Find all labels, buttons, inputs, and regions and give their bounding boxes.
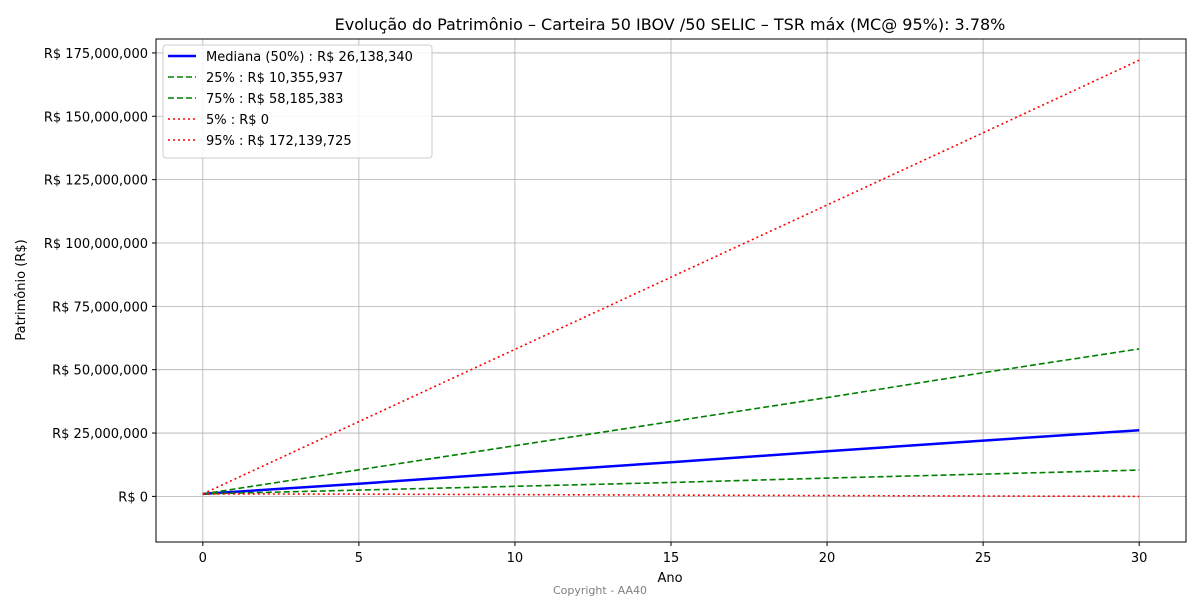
- y-tick-label: R$ 100,000,000: [44, 237, 148, 252]
- series-line-1: [202, 469, 1140, 495]
- series-line-0: [202, 428, 1140, 496]
- legend-label-2: 75% : R$ 58,185,383: [206, 92, 343, 107]
- y-tick-label: R$ 50,000,000: [52, 364, 148, 379]
- y-tick-label: R$ 125,000,000: [44, 174, 148, 189]
- x-tick-label: 25: [975, 551, 992, 566]
- legend-box: [162, 44, 433, 159]
- legend-label-3: 5% : R$ 0: [206, 113, 269, 128]
- x-tick-label: 5: [355, 551, 363, 566]
- x-tick-label: 20: [819, 551, 836, 566]
- x-tick-label: 15: [663, 551, 680, 566]
- y-tick-label: R$ 25,000,000: [52, 427, 148, 442]
- legend-label-4: 95% : R$ 172,139,725: [206, 134, 352, 149]
- y-tick-label: R$ 75,000,000: [52, 300, 148, 315]
- series-line-3: [202, 493, 1140, 498]
- x-tick-label: 30: [1131, 551, 1148, 566]
- y-axis-label: Patrimônio (R$): [14, 239, 29, 340]
- legend-label-0: Mediana (50%) : R$ 26,138,340: [206, 50, 413, 65]
- legend-label-1: 25% : R$ 10,355,937: [206, 71, 343, 86]
- copyright-footer: Copyright - AA40: [553, 584, 647, 597]
- chart-title: Evolução do Patrimônio – Carteira 50 IBO…: [335, 15, 1006, 34]
- y-tick-label: R$ 0: [118, 490, 148, 505]
- x-axis-label: Ano: [657, 571, 682, 586]
- y-tick-label: R$ 150,000,000: [44, 110, 148, 125]
- legend: Mediana (50%) : R$ 26,138,340 25% : R$ 10…: [162, 44, 433, 159]
- x-tick-label: 0: [199, 551, 207, 566]
- series-line-4: [202, 59, 1140, 495]
- y-tick-label: R$ 175,000,000: [44, 47, 148, 62]
- plot-area: 0 5 10 15 20 25 30 R$ 0 R$ 25,000,000 R$ 50,000,0…: [44, 38, 1187, 566]
- series-line-2: [202, 348, 1140, 495]
- x-tick-label: 10: [507, 551, 524, 566]
